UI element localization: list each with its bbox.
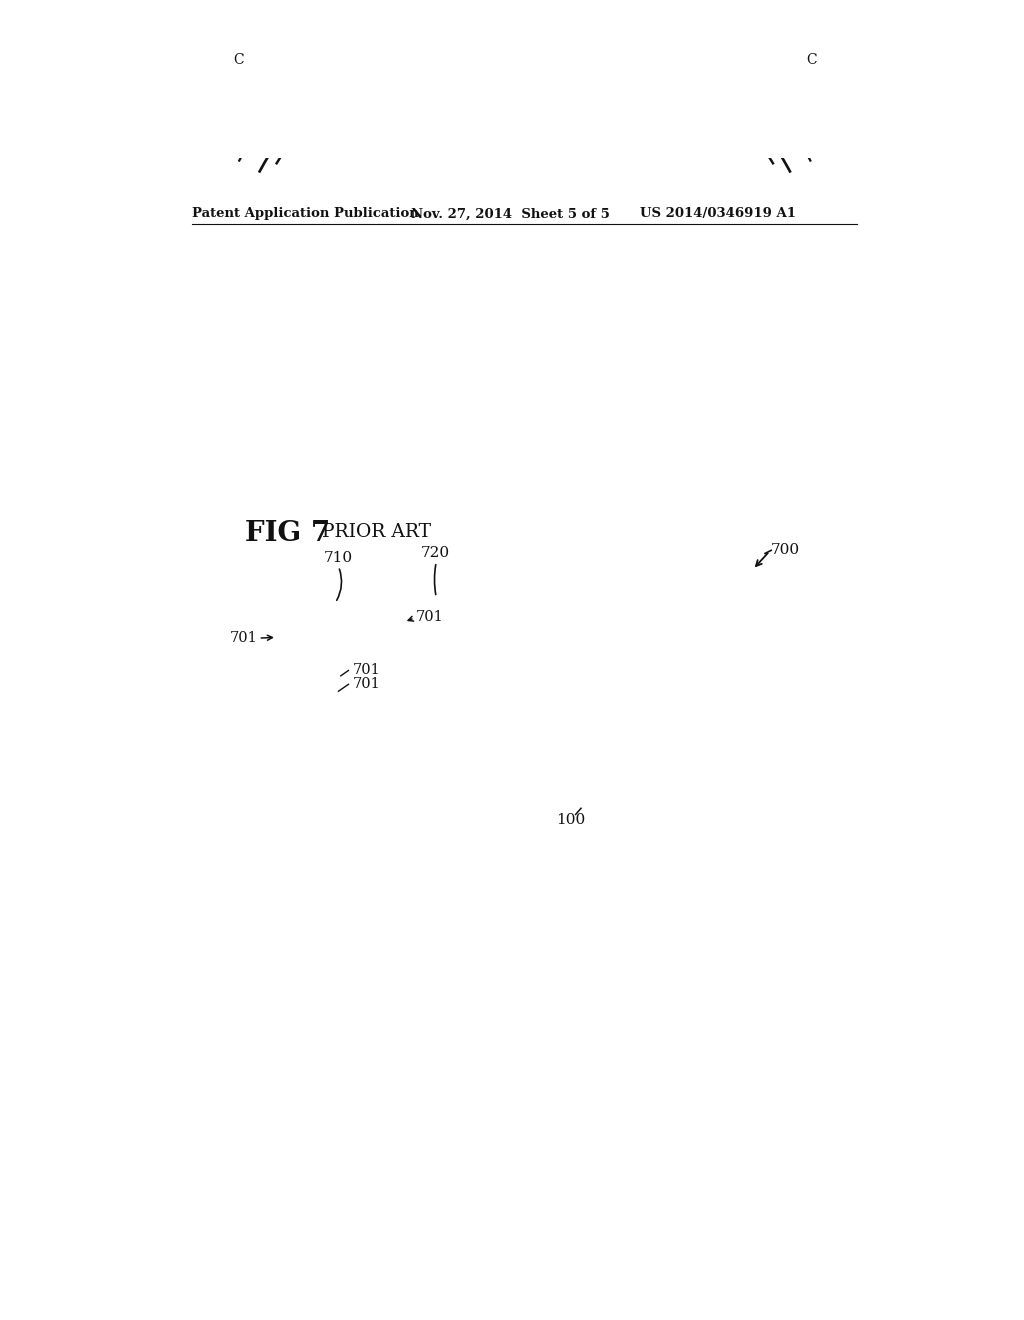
Polygon shape	[649, 41, 688, 69]
Polygon shape	[603, 0, 703, 20]
Text: C: C	[806, 53, 816, 67]
Text: 100: 100	[556, 813, 586, 826]
Text: 720: 720	[421, 546, 450, 560]
Text: 710: 710	[324, 550, 353, 565]
Text: 701: 701	[352, 664, 380, 677]
Text: Patent Application Publication: Patent Application Publication	[193, 207, 419, 220]
Polygon shape	[786, 9, 862, 87]
Polygon shape	[455, 13, 495, 30]
Polygon shape	[702, 0, 821, 82]
Polygon shape	[158, 57, 267, 150]
Polygon shape	[228, 0, 347, 82]
Text: 701: 701	[229, 631, 258, 645]
Text: 701: 701	[416, 610, 443, 624]
Polygon shape	[240, 0, 810, 172]
Polygon shape	[187, 9, 263, 87]
Polygon shape	[287, 100, 321, 136]
Polygon shape	[752, 46, 822, 117]
Text: US 2014/0346919 A1: US 2014/0346919 A1	[640, 207, 797, 220]
Text: FIG 7: FIG 7	[245, 520, 330, 548]
Polygon shape	[361, 41, 400, 69]
Polygon shape	[782, 57, 892, 150]
Text: C: C	[233, 53, 244, 67]
Polygon shape	[662, 0, 730, 42]
Text: Nov. 27, 2014  Sheet 5 of 5: Nov. 27, 2014 Sheet 5 of 5	[411, 207, 609, 220]
Polygon shape	[227, 46, 298, 117]
Text: 701: 701	[352, 677, 380, 692]
Polygon shape	[319, 0, 388, 42]
Polygon shape	[346, 0, 446, 20]
Polygon shape	[729, 100, 763, 136]
Text: PRIOR ART: PRIOR ART	[322, 523, 430, 541]
Text: 700: 700	[771, 543, 801, 557]
Polygon shape	[555, 13, 595, 30]
